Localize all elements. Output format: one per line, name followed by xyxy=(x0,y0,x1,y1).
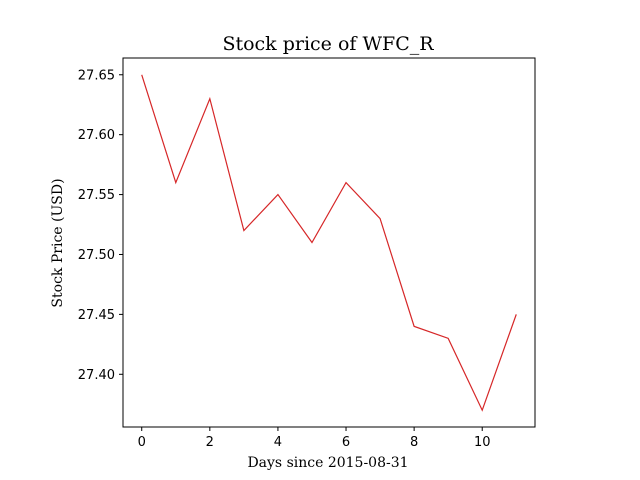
series-layer xyxy=(141,74,517,412)
plot-frame xyxy=(122,57,536,428)
y-tick-label: 27.45 xyxy=(78,308,115,323)
x-tick-label: 10 xyxy=(474,435,491,450)
y-tick-label: 27.65 xyxy=(78,68,115,83)
x-tick-label: 2 xyxy=(206,435,214,450)
x-tick-label: 6 xyxy=(342,435,350,450)
y-tick-label: 27.60 xyxy=(78,128,115,143)
chart-title: Stock price of WFC_R xyxy=(222,33,434,55)
x-tick-label: 0 xyxy=(138,435,146,450)
y-tick-label: 27.55 xyxy=(78,188,115,203)
y-axis-label: Stock Price (USD) xyxy=(50,178,66,307)
x-axis-label: Days since 2015-08-31 xyxy=(247,455,408,471)
plot-area: 0 2 4 6 8 10 27.40 27.45 27.50 27.55 27.60 27.65 xyxy=(78,57,536,450)
y-axis: 27.40 27.45 27.50 27.55 27.60 27.65 xyxy=(78,68,123,383)
x-axis: 0 2 4 6 8 10 xyxy=(138,427,491,450)
x-tick-label: 8 xyxy=(410,435,418,450)
y-tick-label: 27.40 xyxy=(78,368,115,383)
price-series-line xyxy=(141,74,517,412)
y-tick-label: 27.50 xyxy=(78,248,115,263)
x-tick-label: 4 xyxy=(274,435,282,450)
